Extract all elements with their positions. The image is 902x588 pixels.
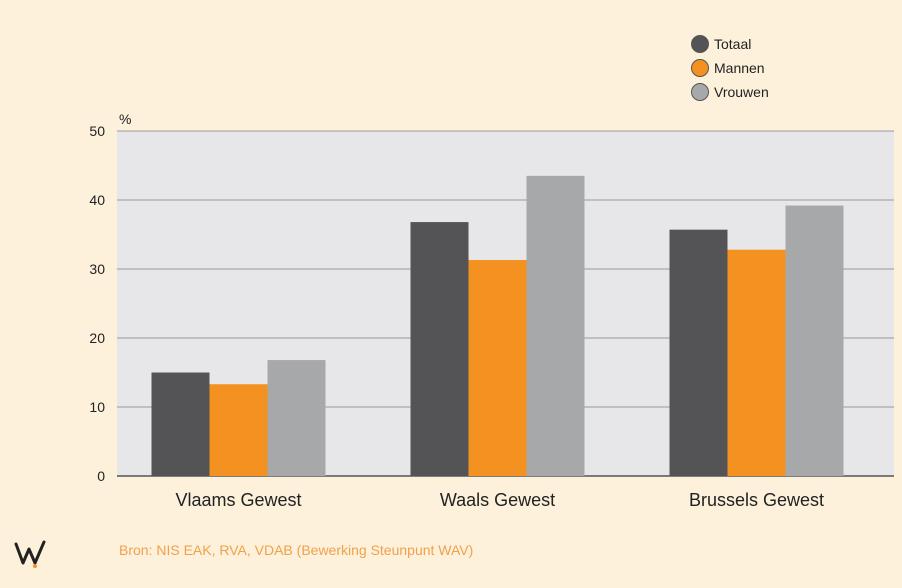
x-tick-label: Brussels Gewest [689,490,824,510]
bar-vrouwen-2 [785,205,844,476]
y-axis-label: % [119,111,131,127]
source-note: Bron: NIS EAK, RVA, VDAB (Bewerking Steu… [119,542,474,558]
legend-label: Totaal [714,36,751,52]
bar-totaal-0 [151,372,210,476]
x-tick-label: Vlaams Gewest [175,490,301,510]
legend-marker-mannen [691,59,709,77]
bar-totaal-2 [669,229,728,476]
y-tick-label: 20 [89,330,105,346]
y-tick-label: 30 [89,261,105,277]
y-tick-label: 10 [89,399,105,415]
legend-label: Mannen [714,60,765,76]
legend-marker-totaal [691,35,709,53]
bar-vrouwen-1 [526,175,585,476]
legend-marker-vrouwen [691,83,709,101]
y-tick-label: 40 [89,192,105,208]
y-tick-label: 0 [97,468,105,484]
bar-mannen-0 [209,384,268,476]
legend-label: Vrouwen [714,84,769,100]
bar-totaal-1 [410,222,469,476]
wav-logo-icon [14,538,54,568]
x-tick-label: Waals Gewest [440,490,555,510]
bar-mannen-2 [727,249,786,476]
y-tick-label: 50 [89,123,105,139]
bar-mannen-1 [468,260,527,476]
bar-vrouwen-0 [267,360,326,476]
